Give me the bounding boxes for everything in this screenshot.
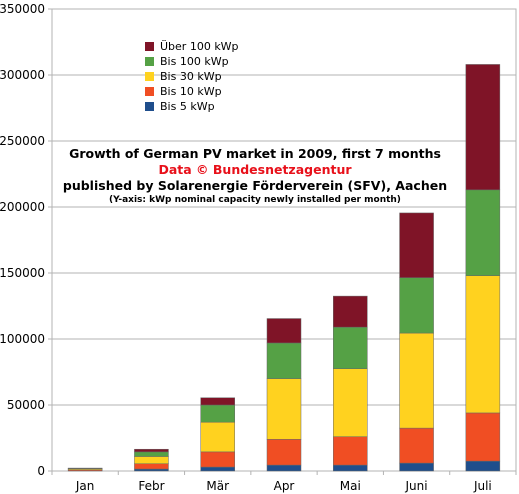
x-tick-label: Mai (340, 479, 361, 493)
bar-segment (134, 463, 169, 470)
legend-item: Bis 30 kWp (145, 69, 239, 84)
x-tick-label: Juli (473, 479, 492, 493)
bars (67, 64, 501, 472)
bar-segment (465, 460, 501, 472)
legend-swatch (145, 42, 154, 51)
y-tick-label: 100000 (0, 332, 45, 346)
bar-segment (333, 436, 368, 466)
legend-item: Bis 10 kWp (145, 84, 239, 99)
bar-segment (200, 451, 235, 468)
bar-segment (333, 326, 368, 369)
bar-segment (333, 368, 368, 437)
bar-segment (399, 332, 434, 429)
legend-label: Bis 100 kWp (160, 55, 229, 68)
bar-segment (266, 439, 302, 466)
legend-item: Bis 100 kWp (145, 54, 239, 69)
legend-label: Bis 5 kWp (160, 100, 215, 113)
y-tick-label: 200000 (0, 200, 45, 214)
chart-source: Data © Bundesnetzagentur (158, 162, 352, 177)
legend-swatch (145, 87, 154, 96)
y-tick-label: 300000 (0, 68, 45, 82)
bar-segment (399, 462, 434, 472)
legend: Über 100 kWp Bis 100 kWp Bis 30 kWp Bis 10 … (145, 39, 239, 114)
y-tick-label: 0 (37, 464, 45, 478)
bar-segment (333, 464, 368, 472)
bar-segment (465, 189, 501, 276)
x-tick-label: Mär (206, 479, 229, 493)
y-tick-label: 250000 (0, 134, 45, 148)
bar-segment (399, 427, 434, 464)
x-tick-labels: Jan Febr Mär Apr Mai Juni Juli (75, 479, 492, 493)
bar-segment (200, 466, 235, 472)
legend-label: Über 100 kWp (160, 40, 239, 53)
chart-title-block: Growth of German PV market in 2009, firs… (60, 146, 450, 206)
y-tick-label: 150000 (0, 266, 45, 280)
bar-segment (134, 448, 169, 453)
bar-segment (266, 318, 302, 344)
legend-item: Bis 5 kWp (145, 99, 239, 114)
bar-segment (465, 412, 501, 462)
y-tick-labels: 0 50000 100000 150000 200000 250000 300000 3500… (0, 2, 45, 478)
legend-swatch (145, 57, 154, 66)
legend-label: Bis 30 kWp (160, 70, 222, 83)
bar-segment (134, 451, 169, 457)
bar-segment (333, 295, 368, 328)
bar-segment (266, 378, 302, 440)
bar-segment (465, 64, 501, 191)
x-tick-label: Febr (138, 479, 164, 493)
bar-segment (134, 468, 169, 472)
legend-label: Bis 10 kWp (160, 85, 222, 98)
bar-segment (266, 342, 302, 379)
bar-segment (134, 456, 169, 464)
legend-swatch (145, 102, 154, 111)
chart-title: Growth of German PV market in 2009, firs… (69, 146, 441, 161)
x-tick-label: Juni (405, 479, 428, 493)
x-tick-label: Jan (75, 479, 95, 493)
bar-segment (200, 421, 235, 453)
bar-segment (266, 464, 302, 472)
legend-swatch (145, 72, 154, 81)
bar-segment (399, 212, 434, 278)
bar-segment (465, 275, 501, 414)
y-tick-label: 350000 (0, 2, 45, 16)
bar-segment (200, 397, 235, 406)
legend-item: Über 100 kWp (145, 39, 239, 54)
bar-segment (399, 277, 434, 334)
bar-segment (200, 404, 235, 423)
chart-publisher: published by Solarenergie Förderverein (… (62, 178, 448, 193)
y-tick-label: 50000 (7, 398, 45, 412)
x-tick-label: Apr (274, 479, 295, 493)
chart-axis-note: (Y-axis: kWp nominal capacity newly inst… (109, 195, 401, 205)
